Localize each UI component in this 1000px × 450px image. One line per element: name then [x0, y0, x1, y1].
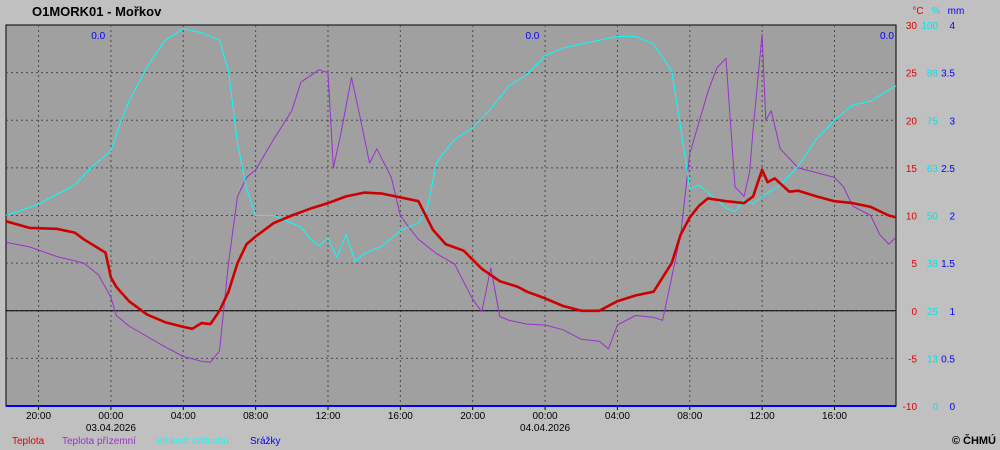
temp-tick-label: -5	[908, 354, 917, 365]
precip-tick-label: 1	[949, 307, 955, 318]
series-line-vlhkost-vzduchu	[5, 28, 897, 262]
humidity-tick-label: 13	[927, 354, 939, 365]
legend-item: Srážky	[250, 436, 281, 447]
x-tick-label: 20:00	[26, 411, 51, 422]
x-tick-label: 12:00	[750, 411, 775, 422]
series-layer	[5, 28, 897, 407]
humidity-tick-label: 100	[921, 21, 938, 32]
humidity-tick-label: 38	[927, 259, 939, 270]
x-tick-label: 08:00	[243, 411, 268, 422]
daily-precip-label: 0.0	[525, 31, 539, 42]
x-tick-label: 04:00	[605, 411, 630, 422]
temp-unit: °C	[912, 6, 923, 17]
temp-tick-label: 0	[911, 307, 917, 318]
precip-tick-label: 3	[949, 116, 955, 127]
temp-tick-label: 25	[906, 69, 918, 80]
humidity-tick-label: 0	[932, 402, 938, 413]
temp-tick-label: 30	[906, 21, 918, 32]
precip-tick-label: 2.5	[941, 164, 955, 175]
precip-tick-label: 2	[949, 212, 955, 223]
precip-tick-label: 4	[949, 21, 955, 32]
x-tick-label: 00:00	[533, 411, 558, 422]
temp-tick-label: 5	[911, 259, 917, 270]
precip-unit: mm	[948, 6, 965, 17]
x-tick-label: 20:00	[460, 411, 485, 422]
legend: Teplota Teplota přízemní Vlhkost vzduchu Sr…	[12, 436, 281, 447]
legend-item: Vlhkost vzduchu	[156, 436, 229, 447]
x-tick-label: 16:00	[388, 411, 413, 422]
x-tick-label: 04:00	[171, 411, 196, 422]
x-tick-label: 08:00	[677, 411, 702, 422]
precip-tick-label: 0.5	[941, 354, 955, 365]
daily-precip-label: 0.0	[880, 31, 894, 42]
temp-tick-label: 15	[906, 164, 918, 175]
x-tick-label: 12:00	[315, 411, 340, 422]
daily-precip-labels: 0.0 0.0 0.0	[91, 31, 894, 42]
daily-precip-label: 0.0	[91, 31, 105, 42]
y-axis-ticks: 302520151050-5-1010088756350382513043.53…	[903, 21, 956, 413]
precip-tick-label: 1.5	[941, 259, 955, 270]
x-axis-ticks: 20:00 00:00 04:00 08:00 12:00 16:00 20:00 00:00…	[26, 406, 847, 434]
humidity-tick-label: 63	[927, 164, 939, 175]
x-tick-label: 16:00	[822, 411, 847, 422]
precip-tick-label: 0	[949, 402, 955, 413]
temp-tick-label: -10	[903, 402, 918, 413]
series-line-teplota-p-zemn-	[5, 34, 897, 363]
temp-tick-label: 20	[906, 116, 918, 127]
humidity-tick-label: 88	[927, 69, 939, 80]
precip-tick-label: 3.5	[941, 69, 955, 80]
humidity-tick-label: 50	[927, 212, 939, 223]
x-tick-label: 00:00	[98, 411, 123, 422]
chart-title: O1MORK01 - Mořkov	[32, 4, 162, 19]
date-label: 04.04.2026	[520, 423, 570, 434]
humidity-tick-label: 75	[927, 116, 939, 127]
humidity-tick-label: 25	[927, 307, 939, 318]
legend-item: Teplota	[12, 436, 45, 447]
series-line-teplota	[5, 168, 897, 331]
temp-tick-label: 10	[906, 212, 918, 223]
legend-item: Teplota přízemní	[62, 436, 136, 447]
copyright: © ČHMÚ	[952, 434, 996, 447]
date-label: 03.04.2026	[86, 423, 136, 434]
humidity-unit: %	[932, 6, 941, 17]
